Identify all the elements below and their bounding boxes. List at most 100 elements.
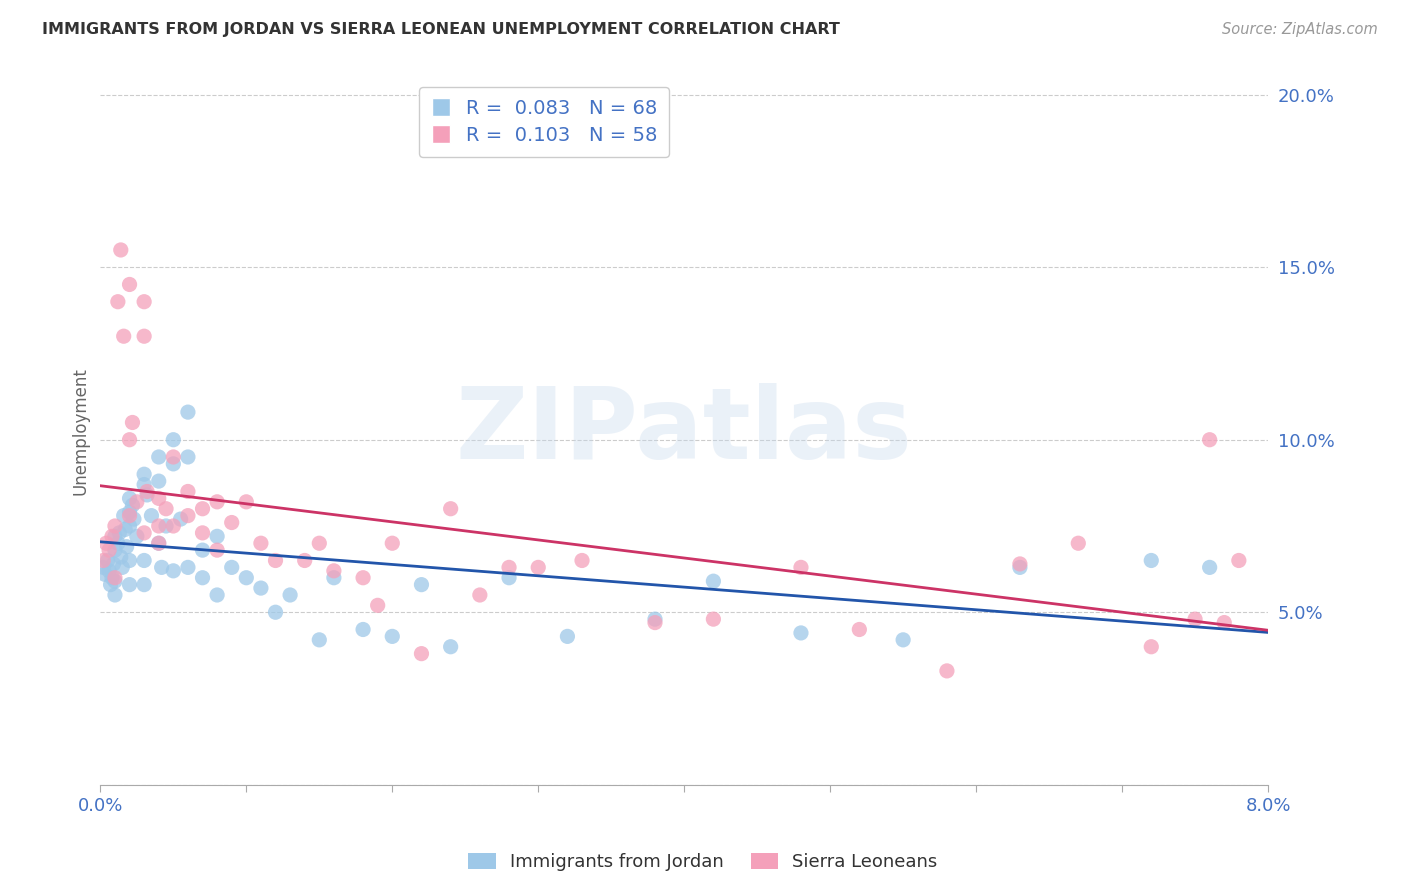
Point	[108, 525, 131, 540]
Point	[381, 536, 404, 550]
Point	[411, 577, 433, 591]
Point	[557, 629, 579, 643]
Point	[134, 329, 156, 343]
Point	[169, 512, 191, 526]
Point	[112, 508, 135, 523]
Point	[571, 553, 593, 567]
Point	[440, 640, 463, 654]
Point	[125, 529, 148, 543]
Point	[1140, 553, 1163, 567]
Point	[308, 632, 330, 647]
Point	[177, 560, 200, 574]
Point	[790, 560, 813, 574]
Point	[101, 571, 124, 585]
Point	[191, 543, 214, 558]
Point	[121, 498, 143, 512]
Y-axis label: Unemployment: Unemployment	[72, 368, 89, 495]
Point	[122, 512, 145, 526]
Point	[110, 549, 132, 564]
Point	[1198, 433, 1220, 447]
Point	[1198, 560, 1220, 574]
Text: ZIPatlas: ZIPatlas	[456, 383, 912, 480]
Point	[1140, 640, 1163, 654]
Point	[93, 567, 115, 582]
Point	[440, 501, 463, 516]
Point	[1008, 560, 1031, 574]
Point	[177, 484, 200, 499]
Point	[121, 416, 143, 430]
Point	[367, 599, 389, 613]
Text: IMMIGRANTS FROM JORDAN VS SIERRA LEONEAN UNEMPLOYMENT CORRELATION CHART: IMMIGRANTS FROM JORDAN VS SIERRA LEONEAN…	[42, 22, 839, 37]
Point	[162, 433, 184, 447]
Point	[1184, 612, 1206, 626]
Point	[118, 508, 141, 523]
Point	[104, 529, 127, 543]
Point	[935, 664, 957, 678]
Point	[104, 519, 127, 533]
Point	[111, 560, 134, 574]
Point	[250, 581, 273, 595]
Point	[468, 588, 491, 602]
Point	[498, 571, 520, 585]
Point	[322, 564, 344, 578]
Point	[352, 623, 374, 637]
Legend: Immigrants from Jordan, Sierra Leoneans: Immigrants from Jordan, Sierra Leoneans	[461, 846, 945, 879]
Point	[177, 405, 200, 419]
Point	[136, 488, 159, 502]
Point	[91, 560, 114, 574]
Point	[101, 529, 124, 543]
Point	[702, 574, 724, 589]
Point	[118, 277, 141, 292]
Point	[118, 433, 141, 447]
Point	[177, 508, 200, 523]
Point	[1213, 615, 1236, 630]
Point	[118, 519, 141, 533]
Point	[221, 516, 243, 530]
Point	[891, 632, 914, 647]
Point	[644, 612, 666, 626]
Point	[264, 553, 287, 567]
Point	[294, 553, 316, 567]
Point	[221, 560, 243, 574]
Point	[115, 540, 138, 554]
Point	[790, 626, 813, 640]
Point	[134, 477, 156, 491]
Point	[104, 588, 127, 602]
Point	[191, 501, 214, 516]
Point	[155, 501, 177, 516]
Point	[148, 491, 170, 506]
Point	[110, 243, 132, 257]
Point	[235, 571, 257, 585]
Point	[100, 577, 122, 591]
Point	[125, 495, 148, 509]
Point	[148, 519, 170, 533]
Point	[191, 571, 214, 585]
Point	[141, 508, 163, 523]
Point	[155, 519, 177, 533]
Point	[205, 529, 228, 543]
Point	[381, 629, 404, 643]
Point	[205, 495, 228, 509]
Point	[134, 294, 156, 309]
Point	[162, 519, 184, 533]
Point	[148, 474, 170, 488]
Point	[322, 571, 344, 585]
Point	[96, 536, 118, 550]
Point	[308, 536, 330, 550]
Point	[191, 525, 214, 540]
Point	[118, 491, 141, 506]
Point	[114, 523, 136, 537]
Text: Source: ZipAtlas.com: Source: ZipAtlas.com	[1222, 22, 1378, 37]
Point	[112, 329, 135, 343]
Point	[264, 605, 287, 619]
Point	[98, 564, 121, 578]
Point	[1008, 557, 1031, 571]
Point	[250, 536, 273, 550]
Point	[527, 560, 550, 574]
Point	[103, 557, 125, 571]
Point	[162, 564, 184, 578]
Point	[134, 553, 156, 567]
Point	[118, 553, 141, 567]
Point	[205, 543, 228, 558]
Point	[205, 588, 228, 602]
